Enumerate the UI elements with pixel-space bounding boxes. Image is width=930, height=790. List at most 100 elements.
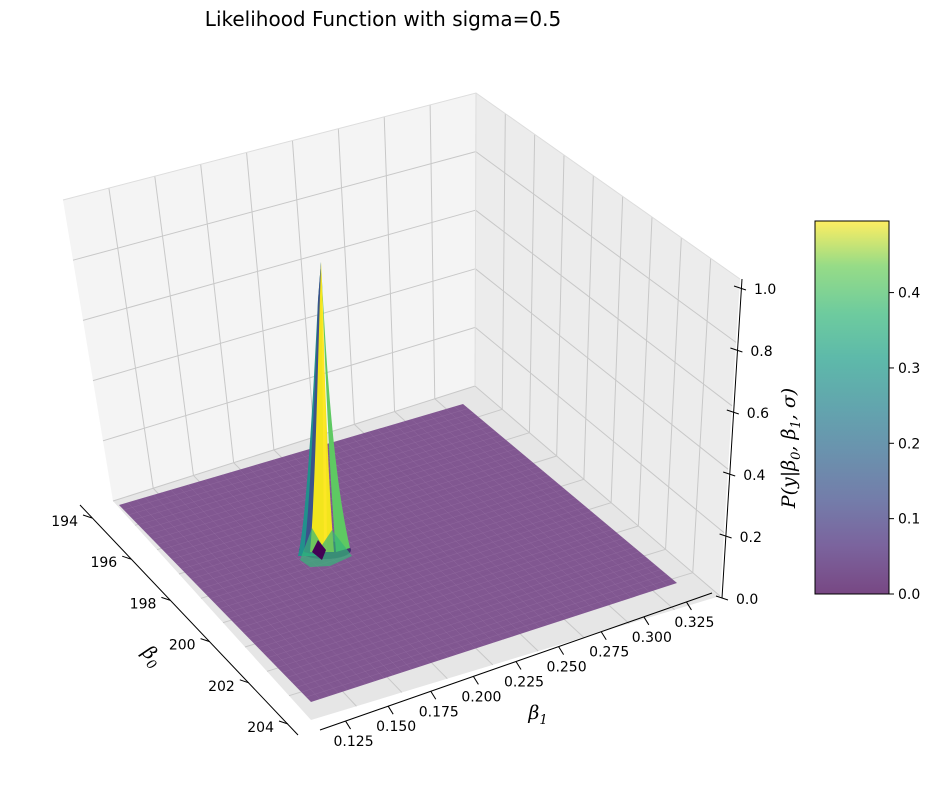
- mesh-line-a: [419, 416, 632, 599]
- grid-line-left-v: [246, 152, 275, 450]
- z-tick-mark: [733, 285, 747, 291]
- mesh-line-a: [342, 439, 550, 625]
- mesh-line-b: [229, 506, 587, 619]
- y-tick-mark: [472, 676, 479, 685]
- x-tick-mark: [278, 720, 289, 725]
- mesh-line-b: [224, 502, 581, 614]
- mesh-line-b: [214, 493, 571, 604]
- mesh-line-a: [316, 446, 522, 634]
- mesh-line-b: [282, 555, 645, 673]
- grid-line-left-h: [92, 268, 476, 382]
- mesh-line-b: [296, 569, 662, 688]
- mesh-line-b: [243, 520, 603, 634]
- mesh-line-a: [359, 434, 568, 619]
- likelihood-peak: [298, 262, 352, 567]
- x-tick-mark: [161, 596, 171, 601]
- x-tick-label: 200: [169, 638, 196, 654]
- y-tick-mark: [643, 616, 650, 626]
- grid-line-left-h: [72, 151, 476, 261]
- z-axis-label: P(y|β0, β1, σ): [778, 388, 804, 509]
- grid-line-right-v: [528, 134, 536, 433]
- y-tick-label: 0.200: [461, 689, 501, 705]
- grid-line-left-v: [108, 188, 154, 489]
- z-tick-label: 0.4: [743, 468, 765, 484]
- grid-line-right-v: [692, 258, 712, 573]
- mesh-line-b: [258, 533, 619, 649]
- mesh-line-b: [267, 542, 629, 658]
- z-tick-mark: [719, 533, 732, 539]
- y-tick-label: 0.125: [334, 734, 374, 750]
- colorbar: [814, 220, 890, 595]
- peak-face-right: [321, 262, 350, 552]
- z-tick-mark: [726, 409, 739, 415]
- x-axis-line: [79, 504, 299, 736]
- mesh-line-b: [219, 497, 576, 609]
- colorbar-tick-label: 0.0: [898, 587, 920, 603]
- y-tick-label: 0.300: [632, 630, 672, 646]
- mesh-line-a: [325, 444, 531, 631]
- y-axis-label: β1: [527, 702, 547, 728]
- grid-line-right-h: [475, 151, 737, 343]
- mesh-line-b: [277, 551, 640, 668]
- x-ticks: 194 196 198 200 202 204: [51, 514, 289, 736]
- x-tick-label: 202: [208, 679, 235, 695]
- z-tick-label: 0.8: [750, 344, 772, 360]
- z-tick-label: 1.0: [754, 282, 776, 298]
- mesh-line-a: [351, 436, 559, 622]
- z-tick-label: 0.0: [736, 592, 758, 608]
- z-tick-mark: [730, 347, 743, 353]
- mesh-line-a: [376, 429, 586, 613]
- mesh-line-a: [333, 441, 540, 628]
- grid-line-left-v: [337, 128, 355, 425]
- y-tick-label: 0.275: [589, 645, 629, 661]
- y-tick-label: 0.225: [504, 675, 544, 691]
- grid-line-left-v: [429, 104, 436, 399]
- grid-line-right-v: [637, 216, 653, 527]
- mesh-line-b: [238, 515, 597, 629]
- peak-base-skirt: [300, 528, 352, 567]
- y-tick-label: 0.175: [419, 704, 459, 720]
- grid-line-left-h: [82, 209, 476, 321]
- mesh-line-a: [454, 406, 669, 587]
- grid-line-right-h: [475, 268, 729, 470]
- y-tick-label: 0.150: [376, 719, 416, 735]
- grid-line-right-h: [474, 385, 721, 597]
- x-tick-mark: [239, 679, 249, 684]
- grid-line-right-v: [583, 175, 594, 480]
- x-tick-label: 204: [247, 720, 274, 736]
- colorbar-tick-label: 0.2: [898, 436, 920, 452]
- y-tick-label: 0.250: [547, 660, 587, 676]
- mesh-line-b: [253, 529, 613, 644]
- y-tick-mark: [515, 661, 522, 670]
- mesh-line-a: [368, 431, 577, 616]
- x-tick-mark: [200, 638, 210, 643]
- mesh-line-a: [402, 421, 614, 605]
- mesh-line-a: [428, 413, 641, 596]
- y-tick-mark: [600, 631, 607, 640]
- y-ticks: 0.1250.1500.1750.2000.2250.2500.2750.300…: [334, 601, 714, 750]
- mesh-line-a: [394, 424, 604, 607]
- mesh-line-a: [411, 418, 623, 602]
- right-back-pane: [475, 93, 740, 596]
- colorbar-ticks: 0.0 0.1 0.2 0.3 0.4: [889, 286, 920, 603]
- grid-line-left-h: [112, 385, 476, 502]
- peak-base-dark: [312, 540, 326, 560]
- mesh-line-a: [385, 426, 595, 610]
- mesh-line-b: [306, 578, 672, 698]
- colorbar-tick-label: 0.4: [898, 286, 920, 302]
- y-tick-mark: [558, 646, 565, 655]
- grid-line-left-v: [200, 164, 235, 463]
- mesh-line-a: [308, 449, 513, 637]
- peak-face-front: [310, 262, 334, 552]
- x-tick-label: 194: [51, 514, 78, 530]
- grid-line-right-v: [556, 154, 565, 457]
- z-tick-label: 0.2: [740, 530, 762, 546]
- mesh-line-a: [445, 408, 659, 590]
- x-tick-mark: [82, 514, 93, 519]
- grid-line-right-v: [501, 113, 506, 410]
- back-corner-edge: [474, 92, 477, 387]
- y-tick-mark: [430, 691, 437, 700]
- grid-line-right-v: [665, 237, 682, 550]
